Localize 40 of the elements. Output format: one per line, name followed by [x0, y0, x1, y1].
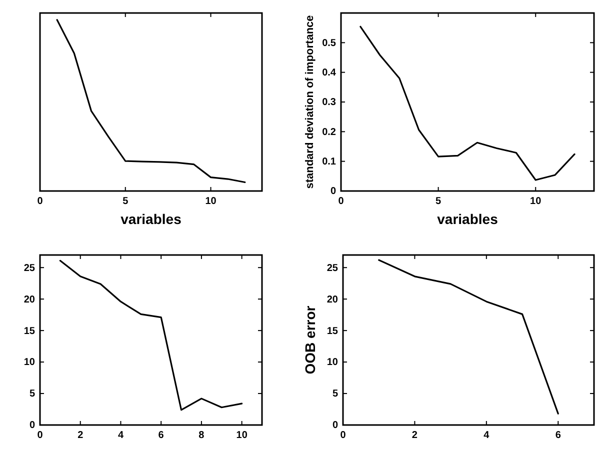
line-series	[59, 260, 243, 411]
x-tick-label: 4	[118, 430, 124, 442]
x-tick-label: 4	[484, 430, 490, 442]
y-tick-label: 0.4	[322, 68, 336, 79]
x-tick-label: 6	[158, 430, 164, 442]
y-tick-label: 25	[326, 262, 338, 274]
x-tick-label: 10	[205, 196, 217, 208]
y-tick-label: 0	[330, 186, 336, 198]
y-tick-label: 5	[332, 388, 338, 400]
y-tick-label: 0.3	[322, 97, 336, 108]
y-tick-label: 25	[24, 262, 36, 274]
x-tick-label: 0	[37, 196, 44, 208]
y-tick-label: 0.5	[322, 38, 336, 49]
x-tick-label: 10	[236, 430, 248, 442]
line-series	[378, 259, 559, 414]
x-tick-label: 2	[412, 430, 418, 442]
x-tick-label: 8	[198, 430, 205, 442]
y-tick-label: 10	[24, 357, 36, 368]
y-tick-label: 15	[326, 326, 338, 337]
y-tick-label: 15	[24, 326, 36, 337]
x-axis-title: variables	[120, 211, 182, 227]
x-tick-label: 0	[37, 430, 44, 442]
y-axis-title: standard deviation of importance	[304, 15, 316, 189]
y-tick-label: 0	[332, 420, 338, 432]
x-tick-label: 2	[78, 430, 84, 442]
line-series	[360, 26, 576, 181]
x-tick-label: 5	[436, 196, 442, 208]
y-tick-label: 10	[326, 357, 338, 368]
y-tick-label: 20	[326, 294, 338, 306]
y-tick-label: 0.2	[322, 126, 336, 138]
y-axis-title: OOB error	[302, 305, 318, 374]
y-tick-label: 0	[29, 420, 36, 432]
x-tick-label: 6	[555, 430, 562, 442]
y-tick-label: 0.1	[322, 156, 336, 168]
x-tick-label: 5	[122, 196, 129, 208]
x-tick-label: 0	[340, 430, 346, 442]
x-axis-title: variables	[437, 211, 498, 227]
x-tick-label: 10	[530, 196, 542, 208]
y-tick-label: 5	[29, 388, 36, 400]
y-tick-label: 20	[24, 294, 36, 306]
